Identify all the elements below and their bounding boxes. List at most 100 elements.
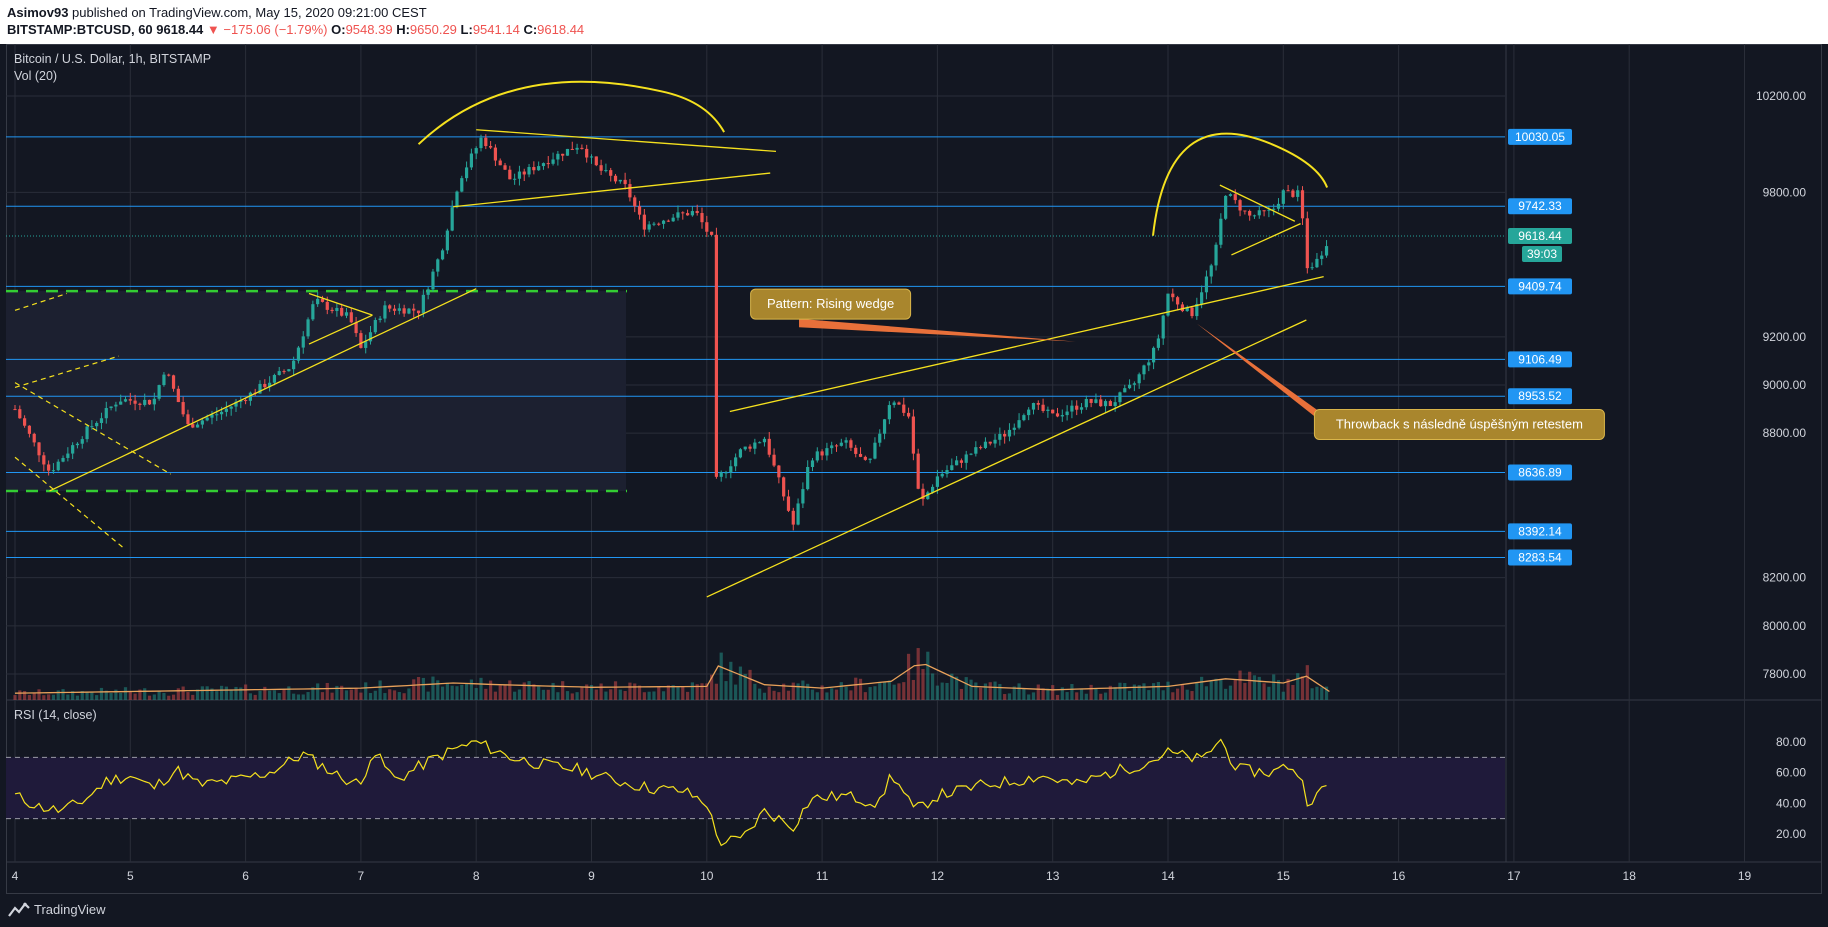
candle-body <box>748 446 752 449</box>
volume-bar <box>522 682 526 700</box>
volume-bar <box>844 686 848 700</box>
candle-body <box>868 458 872 460</box>
volume-bar <box>373 690 377 700</box>
main-series-title[interactable]: Bitcoin / U.S. Dollar, 1h, BITSTAMP <box>14 52 212 66</box>
volume-bar <box>906 653 911 700</box>
volume-bar <box>378 680 382 700</box>
candle-body <box>1022 415 1026 421</box>
volume-bar <box>983 683 988 700</box>
volume-bar <box>344 690 349 700</box>
volume-bar <box>589 685 594 700</box>
candle-body <box>469 153 473 168</box>
volume-bar <box>364 682 368 700</box>
candle-body <box>1027 409 1031 416</box>
flag-lower <box>308 314 373 345</box>
level-badge <box>1508 351 1572 368</box>
volume-bar <box>1118 682 1122 700</box>
volume-bar <box>873 686 877 700</box>
volume-bar <box>56 690 60 700</box>
candle-body <box>1204 276 1209 293</box>
price-change: −175.06 (−1.79%) <box>223 22 328 37</box>
volume-bar <box>1137 685 1141 700</box>
volume-bar <box>1248 671 1252 700</box>
rsi-band <box>6 757 1505 819</box>
volume-bar <box>191 694 195 700</box>
rsi-legend[interactable]: RSI (14, close) <box>14 708 97 722</box>
candle-body <box>1252 215 1257 217</box>
volume-bar <box>1219 679 1223 700</box>
candle-body <box>935 476 939 487</box>
volume-bar <box>66 694 70 700</box>
volume-bar <box>147 695 152 700</box>
candle-body <box>1007 429 1012 437</box>
candle-body <box>13 409 17 411</box>
candle-body <box>493 147 498 161</box>
candle-body <box>1276 203 1281 209</box>
volume-bar <box>219 685 224 700</box>
volume-bar <box>681 686 685 700</box>
volume-bar <box>935 685 939 700</box>
candle-body <box>80 439 84 444</box>
candle-body <box>801 489 805 504</box>
volume-bar <box>61 689 65 700</box>
volume-legend[interactable]: Vol (20) <box>14 69 58 83</box>
candle-body <box>926 492 930 500</box>
candle-body <box>90 426 94 428</box>
candle-body <box>517 171 522 179</box>
candle-body <box>296 347 301 361</box>
volume-bar <box>854 677 858 700</box>
candle-body <box>51 470 56 472</box>
volume-bar <box>926 651 930 700</box>
candle-body <box>1262 210 1266 212</box>
volume-bar <box>1070 684 1074 700</box>
double-top-arc-2 <box>1152 132 1329 236</box>
candle-body <box>786 496 791 511</box>
price-tick-label: 7800.00 <box>1763 667 1807 681</box>
grid-lines <box>6 44 1822 863</box>
candle-body <box>594 156 598 166</box>
candle-body <box>575 147 579 150</box>
volume-bar <box>157 691 161 700</box>
volume-bar <box>234 686 238 700</box>
volume-bar <box>964 677 968 700</box>
level-badge <box>1508 388 1572 405</box>
volume-bar <box>368 693 373 700</box>
volume-bar <box>633 683 637 700</box>
candle-body <box>219 411 224 415</box>
trendline-support-1 <box>49 288 477 492</box>
volume-bar <box>916 648 920 700</box>
volume-bar <box>762 692 767 700</box>
volume-bar <box>1012 686 1016 700</box>
candle-body <box>580 147 584 149</box>
candle-body <box>767 438 771 455</box>
tradingview-logo-icon[interactable] <box>8 902 30 918</box>
level-badge <box>1508 464 1572 481</box>
low-label: L: <box>460 22 473 37</box>
candle-body <box>1089 398 1093 403</box>
footer-brand[interactable]: TradingView <box>34 902 106 917</box>
candle-body <box>719 472 723 477</box>
rsi-line <box>14 738 1327 847</box>
rsi-tick-label: 20.00 <box>1776 827 1806 841</box>
candle-body <box>585 148 589 158</box>
candle-body <box>806 466 810 490</box>
volume-bar <box>359 692 363 700</box>
volume-bar <box>474 688 478 700</box>
volume-bar <box>565 691 570 700</box>
candle-body <box>849 440 853 448</box>
volume-bar <box>998 684 1002 700</box>
time-tick-label: 17 <box>1507 869 1521 883</box>
candle-body <box>988 441 992 444</box>
candle-body <box>320 298 325 302</box>
volume-bar <box>325 682 329 700</box>
candle-body <box>628 184 632 198</box>
dashed-guide-line <box>14 292 68 311</box>
candle-body <box>1272 208 1276 210</box>
candle-body <box>268 382 272 388</box>
candle-body <box>873 442 877 459</box>
volume-bar <box>412 679 416 700</box>
author-name[interactable]: Asimov93 <box>7 5 69 20</box>
candle-body <box>979 447 983 449</box>
volume-bar <box>306 692 310 700</box>
